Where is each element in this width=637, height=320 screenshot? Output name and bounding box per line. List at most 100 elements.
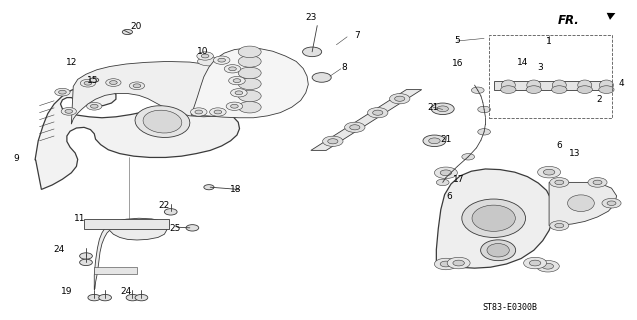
Circle shape (55, 88, 70, 96)
Polygon shape (436, 169, 553, 268)
Polygon shape (35, 86, 240, 189)
Circle shape (238, 90, 261, 102)
Text: FR.: FR. (558, 14, 580, 27)
Circle shape (394, 96, 405, 101)
Circle shape (471, 87, 484, 93)
Circle shape (65, 109, 73, 113)
Polygon shape (494, 81, 610, 90)
Circle shape (599, 86, 614, 93)
Circle shape (542, 263, 554, 269)
Polygon shape (549, 182, 617, 226)
Circle shape (453, 260, 464, 266)
Text: 21: 21 (440, 135, 452, 144)
Circle shape (210, 108, 226, 116)
Circle shape (345, 122, 365, 132)
Text: ST83-E0300B: ST83-E0300B (482, 303, 537, 312)
Text: 21: 21 (427, 103, 439, 112)
Polygon shape (191, 48, 308, 118)
Text: 8: 8 (341, 63, 347, 72)
Text: 2: 2 (596, 95, 601, 104)
Circle shape (129, 82, 145, 90)
Polygon shape (311, 90, 422, 150)
Circle shape (552, 86, 567, 93)
Circle shape (501, 86, 516, 93)
Circle shape (536, 260, 559, 272)
Circle shape (429, 138, 440, 144)
Circle shape (80, 79, 96, 87)
Circle shape (238, 67, 261, 79)
Ellipse shape (501, 80, 515, 90)
Circle shape (229, 76, 245, 85)
Polygon shape (84, 219, 169, 229)
Circle shape (224, 65, 241, 73)
Circle shape (389, 93, 410, 104)
Circle shape (440, 261, 452, 267)
Polygon shape (94, 267, 137, 274)
Circle shape (231, 89, 247, 97)
Text: 13: 13 (569, 149, 580, 158)
Circle shape (238, 78, 261, 90)
Circle shape (87, 102, 102, 110)
Circle shape (440, 170, 452, 176)
Text: 11: 11 (74, 214, 85, 223)
Circle shape (423, 135, 446, 147)
Circle shape (90, 104, 98, 108)
Circle shape (84, 81, 92, 85)
Circle shape (478, 106, 490, 113)
Circle shape (368, 108, 388, 118)
Circle shape (186, 225, 199, 231)
Circle shape (588, 178, 607, 187)
Text: 17: 17 (453, 175, 464, 184)
Circle shape (550, 221, 569, 230)
Circle shape (235, 91, 243, 95)
Circle shape (61, 108, 76, 115)
Text: 6: 6 (556, 141, 562, 150)
Circle shape (226, 102, 243, 110)
Circle shape (126, 294, 139, 301)
Circle shape (133, 84, 141, 88)
Text: 3: 3 (537, 63, 543, 72)
Text: 22: 22 (159, 201, 170, 210)
Ellipse shape (143, 110, 182, 133)
Text: 25: 25 (169, 224, 181, 233)
Circle shape (327, 139, 338, 144)
Circle shape (195, 110, 203, 114)
Text: 23: 23 (305, 13, 317, 22)
Text: 18: 18 (230, 185, 241, 194)
Ellipse shape (229, 90, 255, 99)
Text: 12: 12 (66, 58, 77, 67)
Circle shape (478, 129, 490, 135)
Ellipse shape (216, 66, 243, 76)
Ellipse shape (599, 80, 613, 90)
Polygon shape (94, 218, 167, 290)
Circle shape (106, 79, 121, 86)
Circle shape (229, 67, 236, 71)
Circle shape (447, 257, 470, 269)
Ellipse shape (462, 199, 526, 237)
Circle shape (543, 169, 555, 175)
Ellipse shape (578, 80, 592, 90)
Circle shape (238, 46, 261, 58)
Circle shape (373, 110, 383, 115)
Circle shape (190, 108, 207, 116)
Ellipse shape (135, 106, 190, 138)
Circle shape (135, 294, 148, 301)
Text: 24: 24 (53, 245, 64, 254)
Polygon shape (71, 61, 251, 124)
Text: 1: 1 (546, 37, 552, 46)
Text: 24: 24 (120, 287, 132, 296)
Circle shape (524, 257, 547, 269)
Circle shape (80, 253, 92, 259)
Circle shape (555, 223, 564, 228)
Ellipse shape (568, 195, 594, 212)
Text: 19: 19 (61, 287, 73, 296)
Circle shape (59, 90, 66, 94)
Ellipse shape (487, 244, 510, 257)
Circle shape (431, 103, 454, 115)
Circle shape (122, 29, 132, 35)
Ellipse shape (527, 80, 541, 90)
Circle shape (593, 180, 602, 185)
Circle shape (437, 106, 448, 112)
Circle shape (555, 180, 564, 185)
Circle shape (303, 47, 322, 57)
